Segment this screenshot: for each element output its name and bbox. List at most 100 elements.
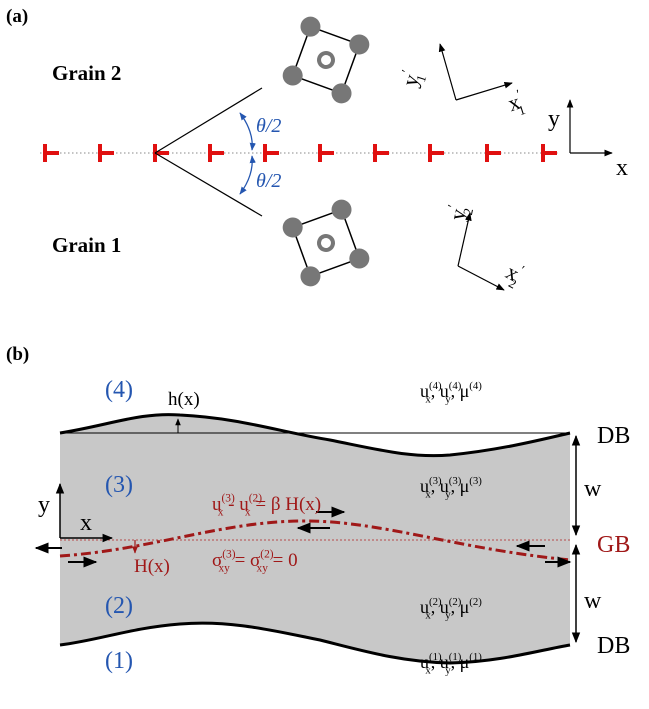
angle-label: θ/2 xyxy=(256,170,281,192)
wedge-line xyxy=(154,152,263,217)
math-label: y′1​ xyxy=(395,68,429,91)
math-base: , u xyxy=(431,652,449,672)
angle-label: θ/2 xyxy=(256,115,281,137)
unit-cell xyxy=(282,16,370,104)
math-base: u xyxy=(420,652,429,672)
math-sup: (2) xyxy=(249,492,262,504)
math-label: u(3)x​ - u(2)x​ = β H(x) xyxy=(212,492,321,518)
dislocation xyxy=(98,144,114,162)
dislocation xyxy=(485,144,501,162)
math-sup: (4) xyxy=(429,380,442,392)
dislocation xyxy=(318,144,334,162)
region-label: (2) xyxy=(105,593,133,619)
axis-arrow xyxy=(455,81,513,101)
axis-label: x xyxy=(616,155,628,181)
h-label: h(x) xyxy=(168,389,200,410)
math-sup: (2) xyxy=(449,596,462,608)
dislocation xyxy=(263,144,279,162)
wedge-line xyxy=(154,87,263,154)
math-sub: xy xyxy=(218,563,230,575)
shear-arrows xyxy=(34,506,572,568)
math-sup: (1) xyxy=(429,651,442,663)
region-label: (4) xyxy=(105,377,133,403)
math-base: , u xyxy=(431,476,449,496)
math-sub: y xyxy=(445,609,451,621)
axis-arrow xyxy=(438,43,457,101)
region-label: (1) xyxy=(105,648,133,674)
math-base: y xyxy=(444,207,471,223)
top-surface xyxy=(59,413,571,458)
axis-label: y xyxy=(38,492,50,518)
grain-label: Grain 1 xyxy=(52,233,121,257)
math-base: u xyxy=(420,597,429,617)
math-base: , u xyxy=(431,381,449,401)
math-sub: 1 xyxy=(516,102,527,118)
math-sub: y xyxy=(445,393,451,405)
boundary-label: DB xyxy=(597,633,630,659)
math-sup: (3) xyxy=(429,475,442,487)
dislocation xyxy=(153,144,169,162)
math-sup: (3) xyxy=(222,492,235,504)
math-sub: x xyxy=(425,488,431,500)
math-label: σ(3)xy​ = σ(2)xy​ = 0 xyxy=(212,548,298,574)
bottom-surface xyxy=(59,621,571,665)
width-label: w xyxy=(584,588,602,614)
math-sup: (3) xyxy=(449,475,462,487)
axis-label: y xyxy=(548,106,560,132)
math-sub: x xyxy=(425,393,431,405)
math-base: , μ xyxy=(451,476,470,496)
math-reset: ​ xyxy=(518,88,526,112)
math-base: , μ xyxy=(451,381,470,401)
math-sup: (2) xyxy=(469,596,482,608)
math-sup: (4) xyxy=(469,380,482,392)
math-sup: (2) xyxy=(429,596,442,608)
axis-arrow xyxy=(457,212,472,267)
axis-arrow xyxy=(457,265,505,291)
dislocation xyxy=(428,144,444,162)
unit-cell xyxy=(282,199,370,287)
math-sup: (3) xyxy=(222,548,235,560)
math-sup: ′ xyxy=(515,86,522,101)
boundary-label: GB xyxy=(597,532,630,558)
math-base: σ xyxy=(212,550,222,571)
math-sup: ′ xyxy=(445,203,460,209)
math-sub: x xyxy=(425,664,431,676)
math-label: u(3)x​, u(3)y​, μ(3)​ xyxy=(420,475,482,501)
panel-label: (a) xyxy=(6,6,28,27)
math-sub: x xyxy=(218,507,224,519)
dislocation xyxy=(43,144,59,162)
angle-arc xyxy=(239,155,256,195)
math-sub: x xyxy=(425,609,431,621)
math-label: x′2​ xyxy=(500,257,527,291)
math-sup: (3) xyxy=(469,475,482,487)
math-base: = β H(x) xyxy=(251,494,322,515)
math-sub: 2 xyxy=(460,207,476,217)
math-base: = 0 xyxy=(268,550,298,571)
math-label: y′2​ xyxy=(442,203,476,223)
slab xyxy=(60,414,570,663)
math-sup: (4) xyxy=(449,380,462,392)
math-base: , μ xyxy=(451,652,470,672)
math-sub: y xyxy=(445,488,451,500)
width-label: w xyxy=(584,476,602,502)
panel-label: (b) xyxy=(6,344,29,365)
math-base: = σ xyxy=(230,550,260,571)
math-sup: ′ xyxy=(398,68,413,75)
math-base: u xyxy=(420,381,429,401)
math-sub: x xyxy=(245,507,251,519)
math-sup: (2) xyxy=(260,548,273,560)
grain-label: Grain 2 xyxy=(52,61,121,85)
math-sub: y xyxy=(445,664,451,676)
angle-arc xyxy=(239,112,256,151)
math-base: , μ xyxy=(451,597,470,617)
math-base: , u xyxy=(431,597,449,617)
math-reset: ​ xyxy=(514,265,526,287)
math-reset: ​ xyxy=(401,68,425,76)
region-label: (3) xyxy=(105,472,133,498)
panel-a: (a) Grain 2 Grain 1 θ/2 θ/2 y x xyxy=(6,6,628,291)
math-reset: ​ xyxy=(447,204,471,209)
math-base: - u xyxy=(223,494,249,515)
boundary-label: DB xyxy=(597,423,630,449)
math-sup: ′ xyxy=(517,262,527,277)
